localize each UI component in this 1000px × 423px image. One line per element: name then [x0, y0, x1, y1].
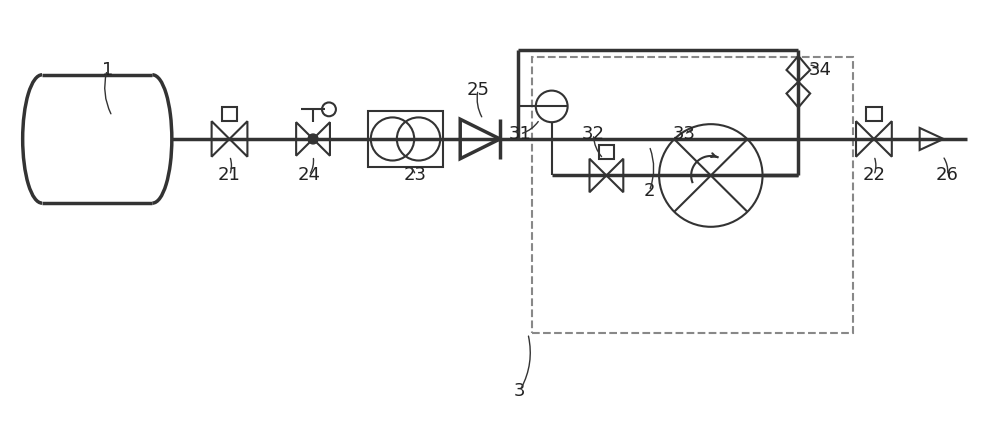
- Bar: [368, 111, 443, 167]
- Text: 32: 32: [582, 125, 605, 143]
- Text: 24: 24: [298, 167, 321, 184]
- Text: 25: 25: [467, 81, 490, 99]
- Text: 3: 3: [514, 382, 526, 400]
- Circle shape: [308, 134, 318, 144]
- Bar: [599, 145, 614, 159]
- Text: 21: 21: [218, 167, 241, 184]
- Text: 34: 34: [809, 61, 832, 79]
- Text: 2: 2: [643, 182, 655, 200]
- Text: 22: 22: [862, 167, 885, 184]
- Text: 33: 33: [672, 125, 695, 143]
- Bar: [222, 107, 237, 121]
- Text: 26: 26: [936, 167, 959, 184]
- Text: 31: 31: [508, 125, 531, 143]
- Bar: [866, 107, 882, 121]
- Text: 1: 1: [102, 61, 113, 79]
- Bar: [532, 57, 853, 333]
- Text: 23: 23: [404, 167, 427, 184]
